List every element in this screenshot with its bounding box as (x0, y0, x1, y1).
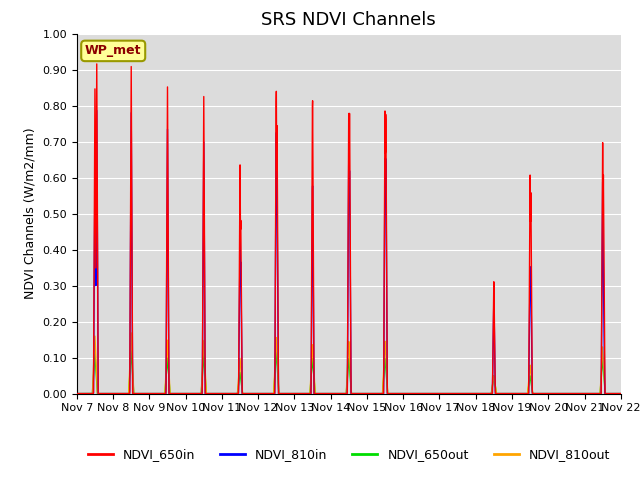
Text: WP_met: WP_met (85, 44, 141, 58)
Legend: NDVI_650in, NDVI_810in, NDVI_650out, NDVI_810out: NDVI_650in, NDVI_810in, NDVI_650out, NDV… (83, 443, 615, 466)
Y-axis label: NDVI Channels (W/m2/mm): NDVI Channels (W/m2/mm) (24, 128, 36, 300)
Title: SRS NDVI Channels: SRS NDVI Channels (261, 11, 436, 29)
